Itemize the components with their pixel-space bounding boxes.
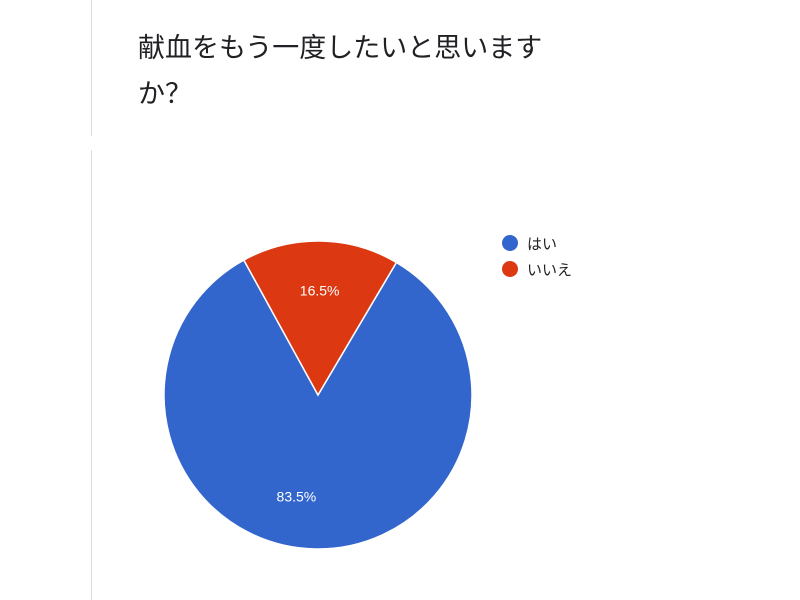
slice-no-label: 16.5%	[300, 282, 340, 298]
legend: はい いいえ	[502, 230, 572, 282]
legend-label-yes: はい	[527, 234, 558, 253]
slice-yes[interactable]	[163, 259, 473, 550]
slice-no[interactable]	[242, 240, 398, 397]
slice-yes-label: 83.5%	[277, 489, 317, 505]
legend-item-no[interactable]: いいえ	[502, 256, 572, 282]
legend-swatch-no	[502, 261, 518, 277]
legend-item-yes[interactable]: はい	[502, 230, 572, 256]
chart-title: 献血をもう一度したいと思いますか？	[138, 33, 543, 110]
card-divider-top	[91, 0, 92, 136]
legend-swatch-yes	[502, 235, 518, 251]
legend-label-no: いいえ	[527, 260, 573, 279]
card-divider-bottom	[91, 150, 92, 600]
